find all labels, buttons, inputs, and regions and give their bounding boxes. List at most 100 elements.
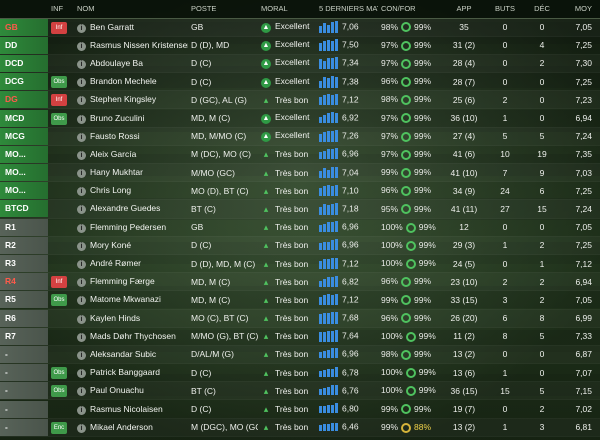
status-badge[interactable] <box>51 347 67 359</box>
header-moy[interactable]: MOY <box>560 0 600 19</box>
player-row[interactable]: BTCD i Alexandre Guedes BT (C) ▴ Très bon 7,18… <box>0 200 600 219</box>
player-row[interactable]: DCD i Abdoulaye Ba D (C) ▲ Excellent 7,34 97% 99… <box>0 54 600 73</box>
role-badge[interactable]: MO... <box>0 145 48 163</box>
player-name[interactable]: Fausto Rossi <box>90 130 140 141</box>
player-name[interactable]: Rasmus Nissen Kristensen <box>90 39 188 50</box>
status-badge[interactable]: Obs <box>51 76 67 89</box>
status-badge[interactable] <box>51 329 67 341</box>
player-row[interactable]: R5 Obs i Matome Mkwanazi MD, M (C) ▴ Très bon 7… <box>0 291 600 309</box>
player-row[interactable]: R2 i Mory Koné D (C) ▴ Très bon 6,96 100% 99% 29 … <box>0 236 600 255</box>
role-badge[interactable]: R7 <box>0 327 48 345</box>
info-icon[interactable]: i <box>77 260 86 270</box>
status-badge[interactable]: Obs <box>51 294 67 307</box>
status-badge[interactable] <box>51 38 67 50</box>
player-row[interactable]: - Obs i Paul Onuachu BT (C) ▴ Très bon 6,76 100%… <box>0 382 600 400</box>
info-icon[interactable]: i <box>77 150 86 160</box>
info-icon[interactable]: i <box>77 423 86 433</box>
player-row[interactable]: DG Inf i Stephen Kingsley D (GC), AL (G) ▴ Trè… <box>0 91 600 109</box>
header-role[interactable] <box>0 0 48 19</box>
role-badge[interactable]: - <box>0 382 48 400</box>
status-badge[interactable] <box>51 56 67 68</box>
player-name[interactable]: Bruno Zuculini <box>90 112 145 123</box>
player-row[interactable]: MCG i Fausto Rossi MD, M/MO (C) ▲ Excellent 7,… <box>0 127 600 146</box>
header-app[interactable]: APP <box>442 0 486 19</box>
status-badge[interactable]: Inf <box>51 94 67 107</box>
role-badge[interactable]: R2 <box>0 236 48 254</box>
player-name[interactable]: Ben Garratt <box>90 21 134 32</box>
role-badge[interactable]: R4 <box>0 273 48 291</box>
info-icon[interactable]: i <box>77 241 86 251</box>
status-badge[interactable] <box>51 147 67 159</box>
info-icon[interactable]: i <box>77 296 86 306</box>
role-badge[interactable]: MO... <box>0 182 48 200</box>
player-name[interactable]: Stephen Kingsley <box>90 94 157 105</box>
info-icon[interactable]: i <box>77 369 86 379</box>
player-name[interactable]: Hany Mukhtar <box>90 167 143 178</box>
role-badge[interactable]: R5 <box>0 291 48 309</box>
info-icon[interactable]: i <box>77 23 86 33</box>
player-row[interactable]: - i Rasmus Nicolaisen D (C) ▴ Très bon 6,80 99%… <box>0 400 600 419</box>
status-badge[interactable] <box>51 166 67 178</box>
player-name[interactable]: Mikael Anderson <box>90 421 153 432</box>
info-icon[interactable]: i <box>77 132 86 142</box>
header-dec[interactable]: DÉC <box>524 0 560 19</box>
info-icon[interactable]: i <box>77 205 86 215</box>
player-row[interactable]: MO... i Hany Mukhtar M/MO (GC) ▴ Très bon 7,04… <box>0 164 600 182</box>
info-icon[interactable]: i <box>77 78 86 88</box>
player-row[interactable]: MCD Obs i Bruno Zuculini MD, M (C) ▲ Excellent… <box>0 109 600 128</box>
role-badge[interactable]: MCD <box>0 109 48 127</box>
info-icon[interactable]: i <box>77 314 86 324</box>
role-badge[interactable]: GB <box>0 18 48 36</box>
info-icon[interactable]: i <box>77 332 86 342</box>
role-badge[interactable]: BTCD <box>0 200 48 218</box>
player-name[interactable]: Brandon Mechele <box>90 76 157 87</box>
info-icon[interactable]: i <box>77 59 86 69</box>
info-icon[interactable]: i <box>77 187 86 197</box>
status-badge[interactable] <box>51 257 67 269</box>
player-row[interactable]: R4 Inf i Flemming Færge MD, M (C) ▴ Très bon 6,… <box>0 273 600 291</box>
info-icon[interactable]: i <box>77 223 86 233</box>
player-row[interactable]: R6 i Kaylen Hinds MO (C), BT (C) ▴ Très bon 7,… <box>0 309 600 328</box>
status-badge[interactable] <box>51 202 67 214</box>
player-row[interactable]: R1 i Flemming Pedersen GB ▴ Très bon 6,96 100% 9… <box>0 218 600 237</box>
status-badge[interactable] <box>51 129 67 141</box>
player-row[interactable]: - Enc i Mikael Anderson M (DGC), MO (GC) ▴ Trè… <box>0 418 600 437</box>
header-confor[interactable]: CON/FOR <box>378 0 442 19</box>
player-row[interactable]: - i Aleksandar Subic D/AL/M (G) ▴ Très bon 6,9… <box>0 345 600 364</box>
info-icon[interactable]: i <box>77 114 86 124</box>
role-badge[interactable]: DG <box>0 91 48 109</box>
info-icon[interactable]: i <box>77 169 86 179</box>
player-name[interactable]: Kaylen Hinds <box>90 312 141 323</box>
info-icon[interactable]: i <box>77 387 86 397</box>
status-badge[interactable]: Enc <box>51 421 67 434</box>
role-badge[interactable]: - <box>0 364 48 382</box>
info-icon[interactable]: i <box>77 350 86 360</box>
player-name[interactable]: Alexandre Guedes <box>90 203 161 214</box>
player-row[interactable]: GB Inf i Ben Garratt GB ▲ Excellent 7,06 98% 99% 3… <box>0 18 600 37</box>
status-badge[interactable] <box>51 402 67 414</box>
status-badge[interactable]: Obs <box>51 385 67 398</box>
player-row[interactable]: DD i Rasmus Nissen Kristensen D (D), MD ▲ Exc… <box>0 36 600 55</box>
info-icon[interactable]: i <box>77 41 86 51</box>
header-buts[interactable]: BUTS <box>486 0 524 19</box>
player-name[interactable]: Patrick Banggaard <box>90 367 160 378</box>
role-badge[interactable]: DCG <box>0 73 48 91</box>
role-badge[interactable]: R1 <box>0 218 48 236</box>
player-row[interactable]: MO... i Chris Long MO (D), BT (C) ▴ Très bon 7… <box>0 182 600 200</box>
player-row[interactable]: MO... i Aleix García M (DC), MO (C) ▴ Très bo… <box>0 145 600 164</box>
status-badge[interactable]: Obs <box>51 112 67 125</box>
role-badge[interactable]: R6 <box>0 309 48 327</box>
status-badge[interactable] <box>51 311 67 323</box>
player-name[interactable]: André Rømer <box>90 258 142 269</box>
header-inf[interactable]: INF <box>48 0 74 19</box>
player-name[interactable]: Chris Long <box>90 185 132 196</box>
role-badge[interactable]: - <box>0 400 48 418</box>
player-name[interactable]: Paul Onuachu <box>90 385 144 396</box>
player-name[interactable]: Aleksandar Subic <box>90 348 157 359</box>
player-row[interactable]: - Obs i Patrick Banggaard D (C) ▴ Très bon 6,78… <box>0 364 600 382</box>
player-name[interactable]: Flemming Færge <box>90 276 155 287</box>
player-name[interactable]: Matome Mkwanazi <box>90 294 161 305</box>
player-row[interactable]: DCG Obs i Brandon Mechele D (C) ▲ Excellent 7,3… <box>0 73 600 91</box>
player-name[interactable]: Mads Døhr Thychosen <box>90 330 176 341</box>
player-name[interactable]: Rasmus Nicolaisen <box>90 403 163 414</box>
